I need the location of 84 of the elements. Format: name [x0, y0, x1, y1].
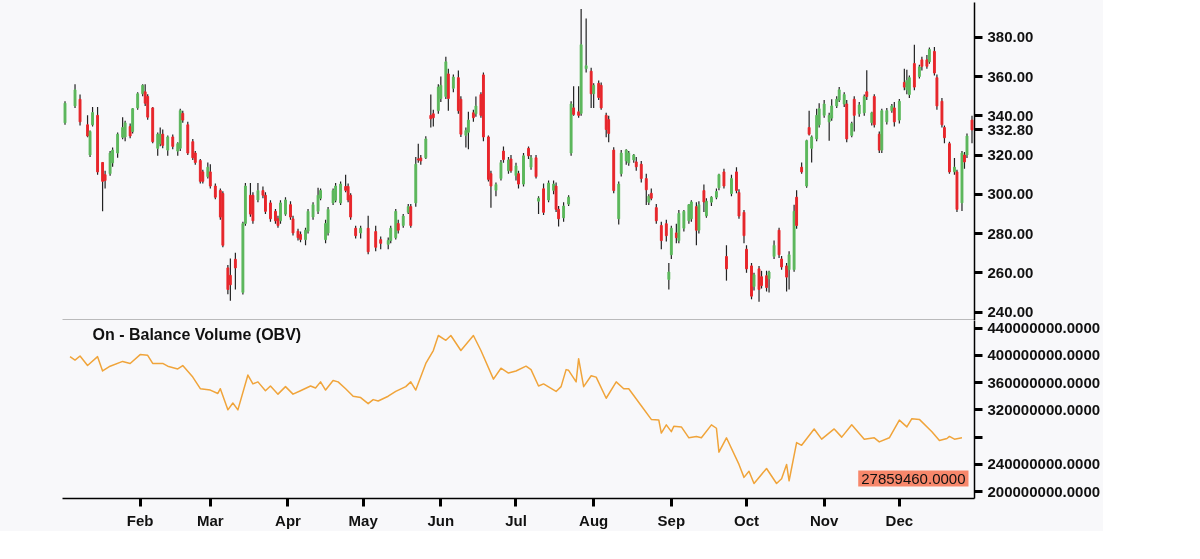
- candlestick: [599, 81, 603, 111]
- candlestick: [714, 187, 718, 200]
- y-tick-label: 280.00: [987, 224, 1034, 242]
- candlestick: [542, 182, 545, 216]
- candlestick: [537, 195, 540, 215]
- candlestick: [689, 199, 693, 223]
- candlestick: [745, 244, 748, 274]
- candlestick: [722, 168, 726, 189]
- x-tick-label: Jul: [505, 511, 527, 529]
- candlestick: [63, 100, 67, 126]
- candlestick: [108, 150, 112, 177]
- candlestick: [772, 239, 776, 260]
- x-tick-label: Apr: [275, 511, 302, 529]
- x-tick-label: Nov: [810, 511, 839, 529]
- candlestick: [589, 67, 593, 109]
- y-tick-label: 320.00: [987, 146, 1034, 164]
- y-tick-label: 200000000.0000: [987, 482, 1101, 500]
- candlestick: [757, 265, 761, 303]
- y-tick-label: 320000000.0000: [987, 400, 1101, 418]
- candlestick: [233, 252, 237, 291]
- candlestick: [639, 160, 643, 184]
- y-tick-label: 380.00: [987, 28, 1034, 46]
- candlestick: [584, 17, 588, 74]
- candlestick: [970, 115, 974, 144]
- candlestick: [228, 257, 232, 302]
- candlestick: [687, 203, 691, 225]
- candlestick: [424, 135, 428, 160]
- x-tick-label: Sep: [657, 511, 686, 529]
- y-tick-label: 360000000.0000: [987, 373, 1101, 391]
- x-tick-label: Dec: [885, 511, 914, 529]
- candlestick: [547, 179, 551, 203]
- candlestick: [481, 71, 485, 142]
- candlestick: [562, 201, 566, 223]
- candlestick: [607, 115, 611, 143]
- candlestick: [897, 98, 901, 125]
- chart-title: On - Balance Volume (OBV): [92, 325, 302, 343]
- y-tick-label: 240.00: [987, 303, 1034, 321]
- candlestick: [907, 74, 911, 99]
- candlestick: [269, 199, 272, 223]
- candlestick: [534, 154, 538, 180]
- candlestick: [88, 129, 92, 158]
- candlestick: [654, 203, 658, 225]
- x-tick-label: Mar: [196, 511, 224, 529]
- candlestick: [912, 44, 916, 91]
- candlestick: [682, 209, 686, 233]
- candlestick: [256, 182, 260, 203]
- candlestick: [522, 152, 525, 188]
- candlestick: [279, 199, 282, 225]
- candlestick: [667, 262, 671, 291]
- y-tick-label: 360.00: [987, 67, 1034, 85]
- candlestick: [619, 149, 623, 178]
- candlestick: [905, 69, 909, 95]
- x-tick-label: Aug: [579, 511, 609, 529]
- candlestick: [366, 215, 370, 255]
- candlestick: [852, 95, 856, 133]
- x-tick-label: May: [348, 511, 379, 529]
- candlestick: [374, 225, 378, 252]
- x-tick-label: Oct: [734, 511, 760, 529]
- candlestick: [474, 95, 478, 118]
- candlestick: [123, 120, 127, 142]
- candlestick: [274, 208, 277, 225]
- candlestick: [948, 141, 951, 175]
- candlestick: [730, 174, 733, 197]
- candlestick: [339, 180, 343, 206]
- candlestick: [659, 221, 663, 250]
- y-tick-label: 240000000.0000: [987, 455, 1101, 473]
- candlestick: [334, 182, 338, 203]
- annotation: 27859460.0000: [861, 469, 966, 487]
- candlestick: [466, 111, 470, 150]
- candlestick: [725, 244, 728, 282]
- candlestick: [78, 93, 82, 127]
- x-tick-label: Jun: [427, 511, 455, 529]
- y-tick-label: 400000000.0000: [987, 346, 1101, 364]
- y-tick-label: 440000000.0000: [987, 319, 1101, 336]
- candlestick: [664, 219, 668, 242]
- candlestick: [284, 196, 287, 217]
- candlestick: [787, 250, 791, 291]
- candlestick: [760, 270, 763, 290]
- candlestick: [807, 110, 811, 136]
- y-tick-label: 300.00: [987, 185, 1034, 203]
- candlestick: [73, 83, 77, 109]
- candlestick: [810, 134, 814, 164]
- x-tick-label: Feb: [126, 511, 154, 529]
- y-tick-label: 260.00: [987, 263, 1034, 281]
